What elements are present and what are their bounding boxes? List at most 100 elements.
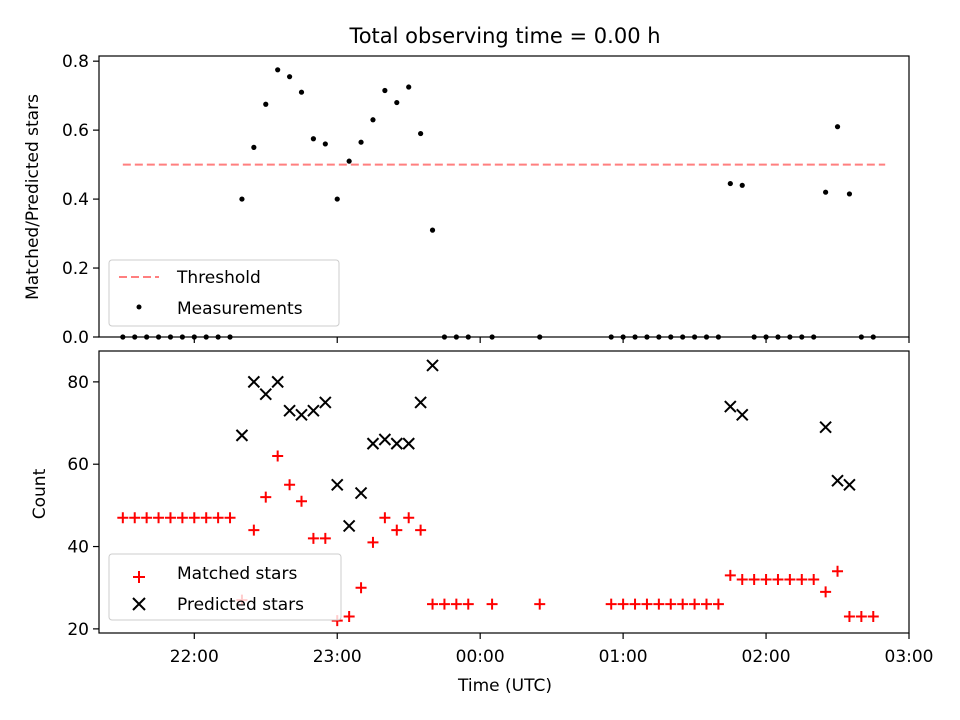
matched-star-point [462, 598, 474, 610]
top-legend-box [108, 259, 340, 327]
matched-star-point [319, 532, 331, 544]
measurement-point [322, 141, 328, 147]
top-y-tick-label: 0.4 [62, 190, 89, 210]
top-legend: Threshold Measurements [108, 259, 340, 327]
matched-star-point [832, 565, 844, 577]
matched-star-point [176, 512, 188, 524]
bottom-y-tick-label: 60 [67, 455, 89, 475]
top-points-layer [120, 67, 876, 340]
predicted-star-point [426, 359, 439, 372]
predicted-star-point [366, 437, 380, 450]
matched-star-point [296, 495, 307, 507]
measurement-point [823, 189, 829, 195]
legend-threshold-label: Threshold [176, 268, 261, 288]
measurement-point [286, 74, 293, 80]
x-tick-label: 02:00 [742, 647, 791, 667]
x-tick-label: 01:00 [599, 647, 648, 667]
bottom-y-tick-label: 20 [67, 620, 89, 640]
top-y-tick-label: 0.0 [62, 328, 89, 348]
matched-star-point [117, 512, 129, 524]
x-tick-label: 03:00 [885, 647, 934, 667]
matched-star-point [141, 512, 153, 524]
matched-star-point [224, 512, 236, 524]
matched-star-point [772, 573, 784, 585]
legend-matched-label: Matched stars [177, 564, 297, 584]
measurement-point [834, 124, 841, 130]
matched-star-point [164, 512, 176, 524]
legend-matched-swatch [133, 571, 145, 583]
bottom-y-tick-label: 80 [67, 373, 89, 393]
predicted-star-point [342, 519, 356, 533]
top-panel: Total observing time = 0.00 h 0.00.20.40… [23, 24, 910, 348]
top-chart-title: Total observing time = 0.00 h [348, 24, 660, 48]
matched-star-point [689, 598, 701, 610]
measurement-point [394, 99, 400, 106]
matched-star-point [153, 512, 165, 524]
matched-star-point [284, 479, 296, 491]
top-axis-ticks: 0.0 0.2 0.4 0.6 0.8 [62, 52, 910, 348]
matched-star-point [748, 573, 760, 585]
matched-star-point [808, 573, 820, 585]
matched-star-point [427, 598, 439, 610]
matched-star-point [724, 569, 736, 581]
matched-star-point [736, 573, 748, 585]
predicted-star-point [259, 388, 272, 401]
matched-star-point [272, 450, 284, 462]
predicted-star-point [819, 420, 832, 434]
matched-star-point [712, 598, 724, 610]
bottom-legend: Matched stars Predicted stars [108, 553, 342, 621]
top-axes-frame [98, 55, 910, 338]
matched-star-point [403, 512, 415, 524]
matched-star-point [379, 512, 391, 524]
measurement-point [406, 84, 412, 90]
matched-star-point [260, 491, 272, 503]
bottom-legend-box [108, 553, 342, 621]
legend-measurements-label: Measurements [177, 299, 303, 319]
matched-star-point [653, 598, 665, 610]
matched-star-point [665, 598, 677, 610]
measurement-point [275, 67, 281, 73]
predicted-star-point [843, 478, 856, 492]
matched-star-point [486, 598, 498, 610]
predicted-star-point [307, 404, 320, 417]
measurement-point [334, 196, 340, 202]
matched-star-point [617, 598, 629, 610]
measurement-point [251, 144, 257, 150]
top-y-tick-label: 0.6 [62, 121, 89, 141]
matched-star-point [641, 598, 653, 610]
predicted-star-point [354, 486, 368, 500]
matched-star-point [343, 611, 355, 623]
matched-star-point [248, 524, 260, 536]
measurement-point [298, 89, 305, 95]
matched-star-point [415, 524, 427, 536]
matched-star-point [534, 598, 546, 610]
predicted-star-point [724, 400, 737, 413]
matched-star-point [701, 598, 712, 610]
top-y-tick-label: 0.8 [62, 52, 89, 72]
measurement-point [239, 196, 245, 202]
legend-measurements-swatch [136, 304, 142, 310]
measurement-point [310, 136, 317, 142]
predicted-star-point [390, 437, 404, 450]
measurement-point [429, 227, 436, 233]
bottom-axis-ticks: 20 40 60 80 22:00 23:00 00:00 01:00 02:00 03:00 [67, 373, 933, 667]
matched-star-point [212, 512, 224, 524]
bottom-y-tick-label: 40 [67, 538, 89, 558]
matched-star-point [438, 598, 450, 610]
legend-predicted-swatch [132, 597, 146, 611]
predicted-star-point [378, 433, 392, 446]
matched-star-point [307, 532, 319, 544]
measurement-point [263, 101, 269, 107]
predicted-star-point [402, 437, 415, 450]
matched-star-point [796, 573, 808, 585]
matched-star-point [450, 598, 462, 610]
matched-star-point [855, 611, 867, 623]
matched-star-point [820, 586, 832, 598]
bottom-axes-frame [98, 350, 910, 634]
measurement-point [727, 180, 733, 187]
x-tick-label: 22:00 [170, 647, 219, 667]
matched-star-point [367, 536, 379, 548]
measurement-point [739, 182, 745, 188]
matched-star-point [391, 524, 403, 536]
